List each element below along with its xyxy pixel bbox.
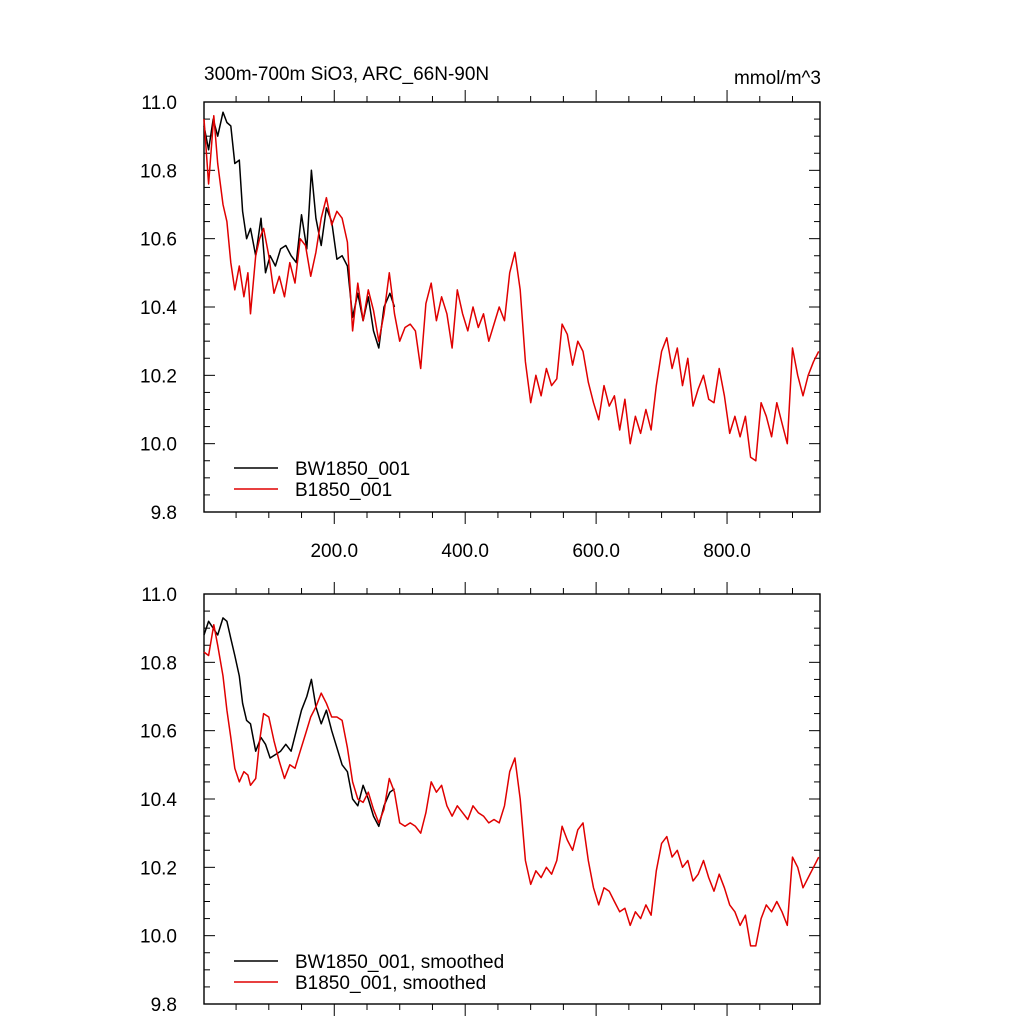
plot-frame [203,101,821,513]
x-tick-label: 400.0 [441,541,489,562]
x-tick-label: 600.0 [572,541,620,562]
series-line-b1850 [203,114,820,462]
y-tick-label: 10.8 [140,161,177,182]
y-tick-label: 10.8 [140,653,177,674]
plot-panel-2: 9.8 10.0 10.2 10.4 10.6 10.8 11.0 BW1850_001, s… [140,582,821,1016]
legend-label: BW1850_001, smoothed [295,952,504,973]
units-label: mmol/m^3 [733,68,821,89]
y-tick-label: 9.8 [151,995,177,1016]
plot-frame [203,593,821,1005]
y-tick-label: 10.4 [140,298,177,319]
y-tick-label: 10.0 [140,435,177,456]
x-tick-label: 200.0 [310,541,358,562]
series-line-bw1850 [203,617,395,828]
y-tick-label: 10.2 [140,366,177,387]
legend-label: B1850_001, smoothed [295,973,486,994]
y-tick-label: 10.6 [140,722,177,743]
series-line-b1850 [203,624,820,947]
plot-panel-1: 9.8 10.0 10.2 10.4 10.6 10.8 11.0 200.0 400.0 600… [140,90,821,562]
y-tick-label: 11.0 [141,585,177,606]
y-tick-label: 9.8 [151,503,177,524]
y-tick-label: 10.6 [140,230,177,251]
chart-title: 300m-700m SiO3, ARC_66N-90N [204,64,490,85]
series-line-bw1850 [203,111,396,349]
legend-label: B1850_001 [295,480,392,501]
y-tick-label: 11.0 [141,93,177,114]
y-tick-label: 10.4 [140,790,177,811]
y-tick-label: 10.0 [140,927,177,948]
y-tick-label: 10.2 [140,858,177,879]
legend-label: BW1850_001 [295,459,410,480]
x-tick-label: 800.0 [703,541,751,562]
